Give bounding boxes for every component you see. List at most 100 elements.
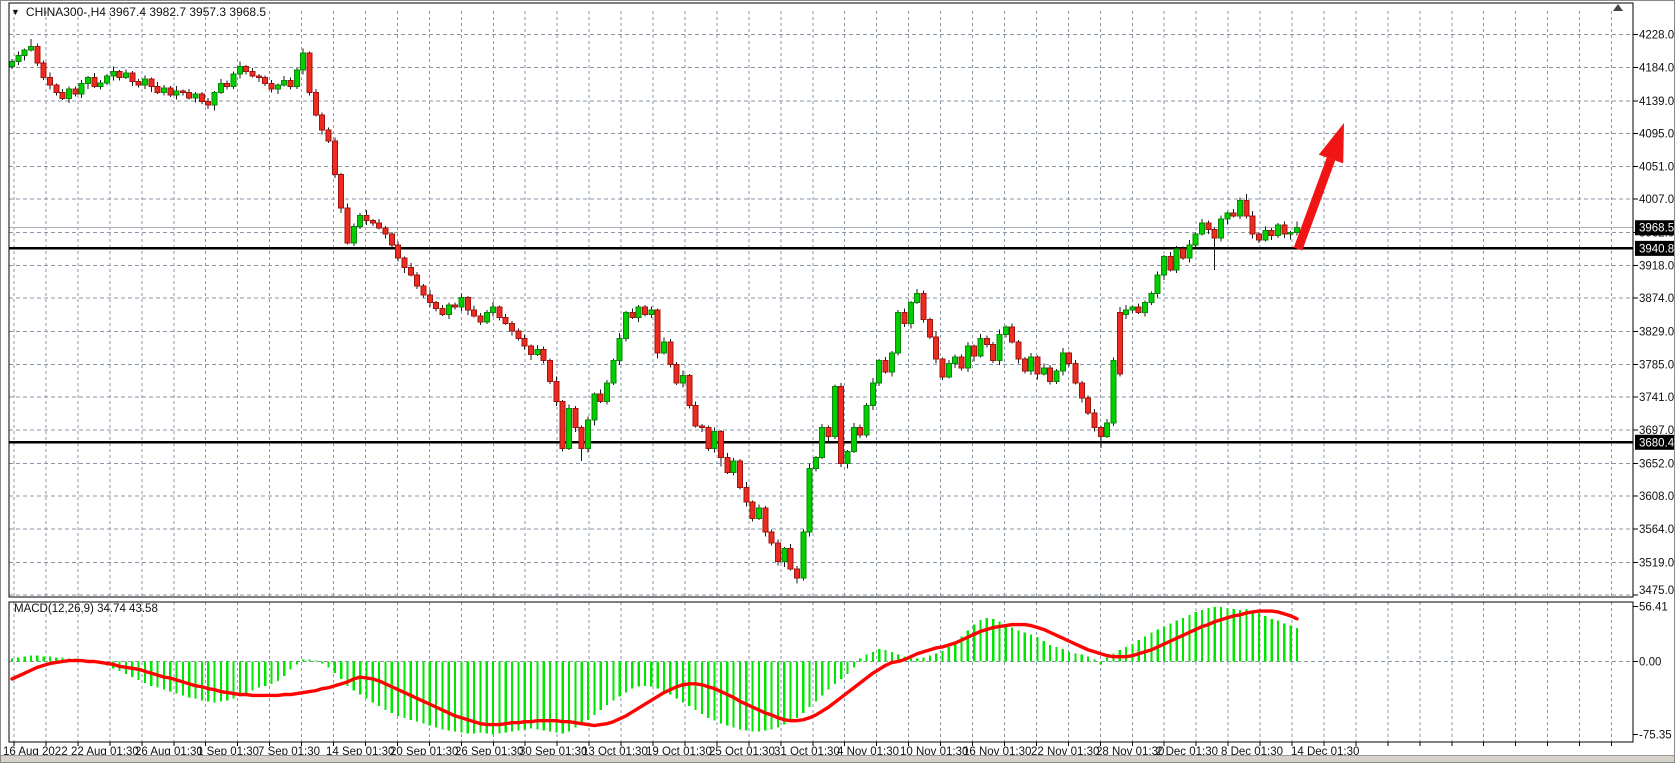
candle-bearish <box>1097 427 1104 438</box>
candle-bearish <box>509 322 516 332</box>
candle-bearish <box>1167 255 1174 271</box>
candle-bearish <box>1135 306 1142 313</box>
candle-bearish <box>553 381 560 403</box>
price-axis-label: 3608.0 <box>1639 491 1674 503</box>
candle-bearish <box>1091 412 1098 429</box>
macd-indicator-label: MACD(12,26,9) 34.74 43.58 <box>14 603 158 615</box>
candle-bearish <box>971 345 978 357</box>
price-axis-label: 4051.0 <box>1639 161 1674 173</box>
candle-bullish <box>1028 356 1035 372</box>
candle-bullish <box>230 73 237 88</box>
candle-bearish <box>515 330 522 339</box>
price-axis-label: 4184.0 <box>1639 62 1674 74</box>
candle-bearish <box>1034 356 1041 375</box>
candle-bearish <box>1281 224 1288 235</box>
candle-bullish <box>1161 255 1168 276</box>
candle-bearish <box>768 531 775 544</box>
up-arrow-shaft[interactable] <box>1293 157 1336 251</box>
candle-bearish <box>1211 229 1218 239</box>
candle-bullish <box>534 348 541 356</box>
candle-bullish <box>1053 370 1060 383</box>
candle-bullish <box>293 69 300 88</box>
current-price-badge-text: 3968.5 <box>1639 223 1674 235</box>
price-axis-label: 3697.0 <box>1639 425 1674 437</box>
candle-bullish <box>15 54 22 62</box>
candle-bullish <box>1186 244 1193 259</box>
candle-bullish <box>831 386 838 438</box>
candle-bullish <box>1224 212 1231 220</box>
up-arrow-head[interactable] <box>1318 123 1344 164</box>
candle-bearish <box>749 501 756 520</box>
candle-bearish <box>363 214 370 222</box>
candle-bearish <box>578 427 585 450</box>
candle-bearish <box>1116 311 1123 375</box>
candle-bullish <box>1262 229 1269 241</box>
candle-bearish <box>46 77 53 86</box>
candle-bearish <box>401 257 408 269</box>
candle-bullish <box>1142 302 1149 313</box>
candle-bearish <box>762 507 769 533</box>
macd-axis-label: -75.35 <box>1639 730 1672 742</box>
candle-bearish <box>471 309 478 317</box>
hline-price-badge <box>1635 240 1674 256</box>
candle-bearish <box>1066 352 1073 365</box>
candle-bearish <box>268 83 275 90</box>
candle-bearish <box>34 45 41 64</box>
current-price-badge <box>1635 220 1674 236</box>
candle-bearish <box>433 302 440 310</box>
candle-bearish <box>642 306 648 315</box>
candle-bearish <box>559 401 566 450</box>
candle-bearish <box>1021 358 1028 372</box>
candle-bearish <box>306 52 313 94</box>
candle-bullish <box>78 83 85 95</box>
candle-bearish <box>1009 326 1016 343</box>
candle-bearish <box>521 337 528 347</box>
candle-bearish <box>547 360 554 383</box>
symbol-dropdown-icon[interactable]: ▼ <box>11 6 20 17</box>
candle-bullish <box>844 451 851 464</box>
candle-bearish <box>262 77 269 85</box>
candle-bullish <box>850 427 857 453</box>
candle-bearish <box>388 233 395 246</box>
candle-bullish <box>566 407 573 450</box>
candle-bearish <box>597 393 604 403</box>
candle-bullish <box>996 334 1003 362</box>
candle-bearish <box>926 319 933 338</box>
candle-bullish <box>869 382 876 406</box>
candle-bearish <box>59 92 66 100</box>
candle-bearish <box>1015 341 1022 360</box>
candle-bullish <box>1040 367 1047 375</box>
candle-bearish <box>331 140 338 175</box>
candle-bearish <box>1256 233 1263 241</box>
candle-bullish <box>122 72 129 79</box>
candle-bearish <box>736 460 743 488</box>
price-axis-label: 4228.0 <box>1639 30 1674 42</box>
candle-bearish <box>1078 382 1085 399</box>
candle-bearish <box>407 267 414 276</box>
candle-bullish <box>1123 309 1130 315</box>
candle-bearish <box>654 309 661 354</box>
candle-bearish <box>53 84 60 94</box>
candle-bullish <box>141 78 148 86</box>
price-axis-label: 4095.0 <box>1639 129 1674 141</box>
candle-bearish <box>933 336 940 360</box>
candle-bearish <box>787 547 794 570</box>
candle-bearish <box>319 114 326 131</box>
candle-bearish <box>338 173 345 209</box>
candle-bullish <box>1237 200 1244 217</box>
candle-bullish <box>585 419 592 450</box>
candle-bullish <box>445 304 452 315</box>
candle-bullish <box>1293 227 1300 234</box>
candle-bullish <box>812 456 819 470</box>
candle-bearish <box>382 227 389 235</box>
candle-bearish <box>1249 215 1256 235</box>
macd-axis-label: 0.00 <box>1639 657 1661 669</box>
candle-bearish <box>148 78 155 88</box>
candle-bearish <box>414 274 421 287</box>
candle-bearish <box>1180 248 1187 259</box>
candle-bullish <box>160 87 167 94</box>
candle-bearish <box>135 80 142 86</box>
main-panel-border <box>8 2 1634 598</box>
